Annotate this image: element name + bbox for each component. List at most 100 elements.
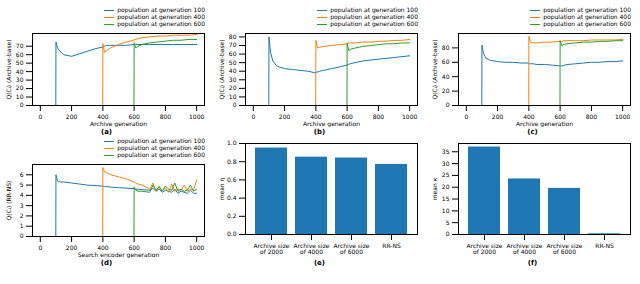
svg-text:60: 60 [442,58,450,65]
svg-text:mean η: mean η [218,177,226,200]
svg-text:0.0: 0.0 [227,230,237,237]
svg-text:30: 30 [16,76,24,83]
svg-text:10: 10 [229,93,237,100]
svg-text:40: 40 [442,73,450,80]
svg-text:400: 400 [523,112,535,120]
svg-text:Archive generation: Archive generation [303,120,360,128]
svg-text:1000: 1000 [402,113,417,120]
svg-text:20: 20 [16,84,24,91]
html-text:population at generation 600: population at generation 600 [330,20,418,27]
svg-text:20: 20 [442,87,450,94]
svg-text:600: 600 [128,243,140,251]
svg-text:6: 6 [20,171,24,178]
svg-text:Archive sizeof 4000: Archive sizeof 4000 [507,242,543,255]
svg-text:60: 60 [229,50,237,57]
svg-text:30: 30 [442,160,450,167]
svg-text:Q(Cᵢ) (Archive-base): Q(Cᵢ) (Archive-base) [431,39,438,99]
svg-text:Archive sizeof 4000: Archive sizeof 4000 [294,242,330,255]
svg-text:0: 0 [20,101,24,108]
html-text:(c): (c) [527,128,538,136]
svg-text:30: 30 [229,76,237,83]
html-text:population at generation 100: population at generation 100 [117,6,205,13]
svg-text:Q(Cᵢ) (Archive-base): Q(Cᵢ) (Archive-base) [5,39,12,99]
svg-text:50: 50 [16,59,24,66]
svg-text:2: 2 [20,212,24,219]
svg-text:Q(Cᵢ) (RR-NS): Q(Cᵢ) (RR-NS) [5,181,12,221]
svg-text:20: 20 [229,84,237,91]
svg-text:0.6: 0.6 [227,176,237,183]
svg-text:35: 35 [442,148,450,155]
svg-text:200: 200 [66,244,78,251]
svg-text:10: 10 [442,207,450,214]
svg-text:10: 10 [16,93,24,100]
svg-text:3: 3 [20,202,24,209]
html-text:population at generation 400: population at generation 400 [117,13,205,20]
svg-text:mean κ: mean κ [431,177,438,200]
svg-text:600: 600 [128,112,140,120]
svg-text:70: 70 [16,42,24,49]
svg-text:0: 0 [38,113,42,120]
svg-text:Search encoder generation: Search encoder generation [78,251,160,259]
svg-text:1000: 1000 [189,244,204,251]
html-text:population at generation 400: population at generation 400 [543,13,631,20]
svg-text:0: 0 [20,232,24,239]
svg-text:800: 800 [373,113,385,120]
svg-text:50: 50 [229,59,237,66]
svg-text:15: 15 [442,195,450,202]
svg-text:1.0: 1.0 [227,139,237,146]
svg-text:70: 70 [229,41,237,48]
svg-text:0: 0 [464,113,468,120]
svg-text:0: 0 [446,230,450,237]
svg-text:80: 80 [229,33,237,40]
svg-text:40: 40 [229,67,237,74]
svg-text:800: 800 [160,113,172,120]
svg-text:RR-NS: RR-NS [382,242,401,249]
html-text:population at generation 100: population at generation 100 [330,6,418,13]
svg-text:5: 5 [20,181,24,188]
svg-text:200: 200 [66,113,78,120]
svg-text:Archive sizeof 2000: Archive sizeof 2000 [467,242,503,255]
svg-text:200: 200 [279,113,291,120]
svg-text:400: 400 [97,243,109,251]
html-text:population at generation 600: population at generation 600 [117,20,205,27]
svg-text:80: 80 [442,44,450,51]
html-text:(b): (b) [313,128,326,136]
html-text:(e): (e) [313,259,326,267]
html-text:(a): (a) [100,128,113,136]
svg-text:400: 400 [310,112,322,120]
svg-text:5: 5 [446,219,450,226]
html-text:population at generation 400: population at generation 400 [330,13,418,20]
svg-text:Archive sizeof 2000: Archive sizeof 2000 [254,242,290,255]
svg-text:40: 40 [16,68,24,75]
svg-text:0: 0 [251,113,255,120]
svg-text:800: 800 [160,244,172,251]
svg-text:0: 0 [446,101,450,108]
svg-text:0: 0 [233,101,237,108]
svg-text:Archive generation: Archive generation [90,120,147,128]
svg-text:0.4: 0.4 [227,194,237,201]
html-text:population at generation 600: population at generation 600 [543,20,631,27]
svg-text:4: 4 [20,191,24,198]
svg-text:600: 600 [554,112,566,120]
svg-text:25: 25 [442,171,450,178]
svg-text:Archive sizeof 6000: Archive sizeof 6000 [547,242,583,255]
html-text:population at generation 100: population at generation 100 [543,6,631,13]
svg-text:1000: 1000 [615,113,630,120]
svg-text:600: 600 [341,112,353,120]
svg-text:1000: 1000 [189,113,204,120]
svg-text:Q(Cᵢ) (Archive-base): Q(Cᵢ) (Archive-base) [218,39,225,99]
svg-text:60: 60 [16,51,24,58]
svg-text:400: 400 [97,112,109,120]
html-text:(f): (f) [527,259,538,267]
svg-text:Archive sizeof 6000: Archive sizeof 6000 [334,242,370,255]
svg-text:0.8: 0.8 [227,158,237,165]
svg-text:0: 0 [38,244,42,251]
svg-text:20: 20 [442,183,450,190]
svg-text:RR-NS: RR-NS [595,242,614,249]
svg-text:0.2: 0.2 [227,212,237,219]
svg-text:200: 200 [492,113,504,120]
svg-text:1: 1 [20,222,24,229]
svg-text:800: 800 [586,113,598,120]
html-text:(d): (d) [100,259,113,267]
svg-text:Archive generation: Archive generation [516,120,573,128]
